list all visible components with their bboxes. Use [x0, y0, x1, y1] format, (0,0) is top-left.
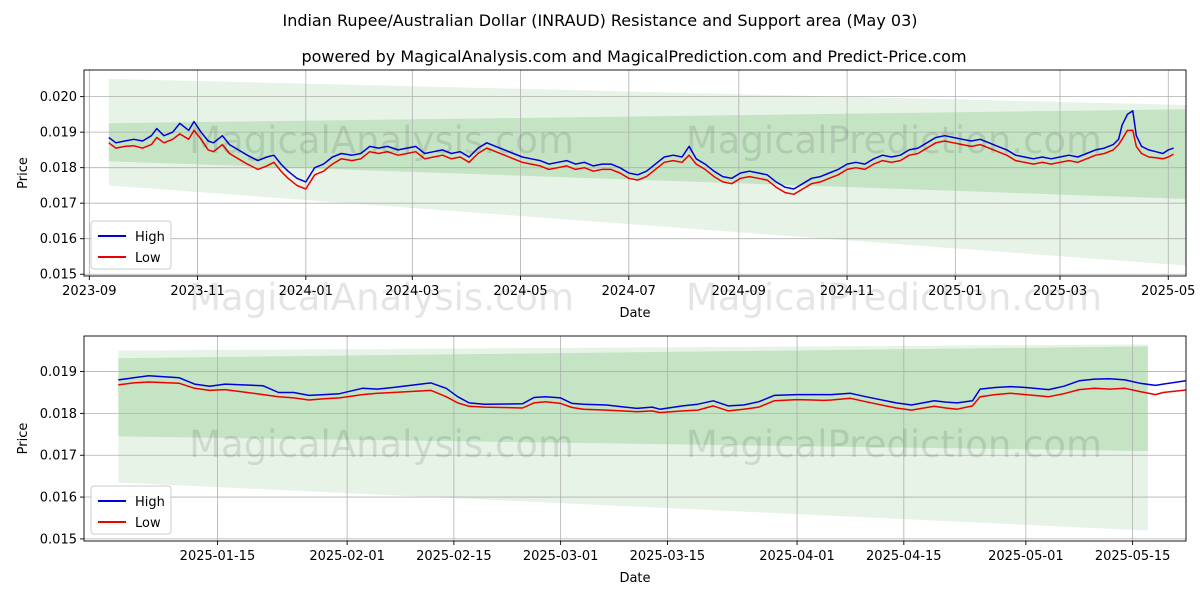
x-axis-label: Date — [619, 306, 650, 321]
x-tick-label: 2024-09 — [712, 284, 766, 299]
x-tick-label: 2025-02-15 — [416, 549, 492, 564]
y-tick-label: 0.019 — [40, 365, 77, 380]
plot-area — [84, 70, 1186, 276]
series-line-high — [118, 374, 1186, 410]
watermark: MagicalPrediction.com — [686, 276, 1102, 319]
y-tick-label: 0.017 — [40, 449, 77, 464]
legend: High Low — [90, 220, 172, 270]
x-tick-label: 2025-01 — [928, 284, 982, 299]
y-axis-label: Price — [16, 423, 31, 455]
x-tick-label: 2025-05 — [1141, 284, 1195, 299]
axes-frame — [83, 335, 1187, 542]
legend-label-low: Low — [135, 251, 161, 266]
y-tick-label: 0.015 — [40, 532, 77, 547]
y-tick-label: 0.017 — [40, 197, 77, 212]
x-tick-label: 2025-05-15 — [1095, 549, 1171, 564]
axes-frame — [83, 69, 1187, 277]
legend-label-high: High — [135, 230, 165, 245]
x-tick-label: 2024-03 — [385, 284, 439, 299]
x-tick-label: 2025-03-15 — [630, 549, 706, 564]
y-tick-label: 0.015 — [40, 268, 77, 283]
y-axis-label: Price — [16, 157, 31, 189]
band-narrow — [118, 346, 1148, 452]
legend: High Low — [90, 485, 172, 535]
x-tick-label: 2023-09 — [62, 284, 116, 299]
watermark: MagicalAnalysis.com — [189, 423, 574, 466]
band-narrow — [108, 109, 1186, 199]
y-tick-label: 0.019 — [40, 126, 77, 141]
y-tick-label: 0.018 — [40, 407, 77, 422]
y-tick-label: 0.016 — [40, 232, 77, 247]
watermark: MagicalAnalysis.com — [189, 119, 574, 162]
y-tick-label: 0.020 — [40, 90, 77, 105]
x-tick-label: 2025-03 — [1033, 284, 1087, 299]
legend-label-high: High — [135, 495, 165, 510]
watermark: MagicalAnalysis.com — [189, 276, 574, 319]
series-line-low — [108, 129, 1174, 196]
x-tick-label: 2024-07 — [602, 284, 656, 299]
series-line-high — [108, 110, 1174, 190]
x-tick-label: 2025-02-01 — [309, 549, 385, 564]
x-tick-label: 2025-04-01 — [759, 549, 835, 564]
watermark: MagicalPrediction.com — [686, 423, 1102, 466]
x-tick-label: 2024-05 — [493, 284, 547, 299]
plot-area — [84, 336, 1186, 541]
x-tick-label: 2025-05-01 — [988, 549, 1064, 564]
x-tick-label: 2024-11 — [820, 284, 874, 299]
watermark: MagicalPrediction.com — [686, 119, 1102, 162]
x-tick-label: 2025-03-01 — [523, 549, 599, 564]
x-axis-label: Date — [619, 571, 650, 586]
y-tick-label: 0.016 — [40, 491, 77, 506]
band-wide — [118, 344, 1148, 531]
x-tick-label: 2025-01-15 — [180, 549, 256, 564]
x-tick-label: 2024-01 — [279, 284, 333, 299]
legend-label-low: Low — [135, 516, 161, 531]
top-chart-panel: MagicalAnalysis.com MagicalPrediction.com… — [16, 69, 1195, 321]
y-tick-label: 0.018 — [40, 161, 77, 176]
chart-subtitle: powered by MagicalAnalysis.com and Magic… — [301, 47, 966, 66]
band-wide — [108, 78, 1186, 266]
x-tick-label: 2025-04-15 — [866, 549, 942, 564]
bottom-chart-panel: MagicalAnalysis.com MagicalPrediction.com… — [16, 335, 1187, 586]
chart-title: Indian Rupee/Australian Dollar (INRAUD) … — [282, 11, 917, 30]
x-tick-label: 2023-11 — [170, 284, 224, 299]
series-line-low — [118, 381, 1186, 414]
